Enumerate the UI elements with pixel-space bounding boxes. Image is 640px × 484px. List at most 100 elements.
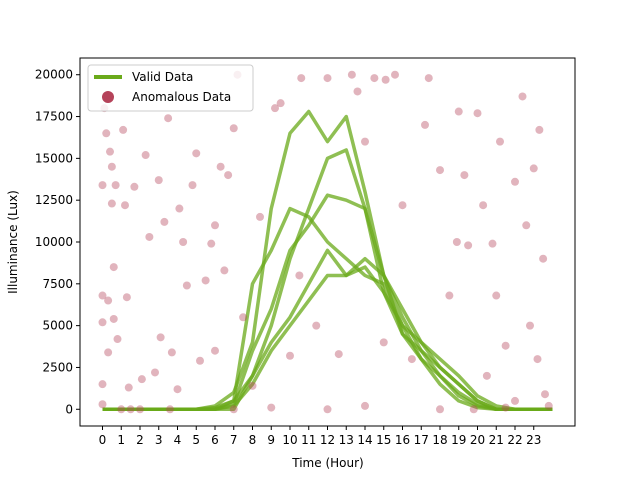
anomaly-point (229, 124, 238, 133)
anomaly-point (522, 221, 531, 230)
anomaly-point (166, 405, 174, 414)
anomaly-point (436, 405, 444, 414)
x-tick-label: 20 (470, 433, 485, 447)
x-tick-label: 17 (414, 433, 429, 447)
y-tick-label: 15000 (35, 151, 73, 165)
anomaly-point (192, 149, 201, 158)
anomaly-point (370, 74, 379, 83)
anomaly-point (511, 396, 519, 405)
anomaly-point (98, 380, 107, 389)
anomaly-point (229, 405, 238, 414)
anomaly-point (164, 114, 173, 123)
anomaly-point (154, 176, 163, 185)
anomaly-point (130, 182, 139, 191)
anomaly-point (529, 164, 538, 173)
anomaly-point (201, 276, 210, 285)
x-axis-label: Time (Hour) (291, 456, 363, 470)
plot-frame (79, 57, 576, 427)
anomaly-point (421, 120, 429, 129)
anomaly-point (216, 162, 225, 171)
anomaly-point (436, 166, 444, 175)
anomaly-point (407, 355, 416, 364)
y-tick-label: 20000 (35, 68, 73, 82)
anomaly-point (151, 368, 159, 377)
legend-label: Anomalous Data (132, 90, 231, 104)
anomaly-point (501, 403, 510, 412)
anomaly-point (297, 74, 306, 83)
anomaly-point (109, 314, 118, 323)
anomaly-point (518, 92, 527, 101)
anomaly-point (137, 375, 146, 384)
anomaly-point (119, 125, 128, 134)
anomaly-point (353, 87, 362, 96)
x-tick-label: 9 (267, 433, 275, 447)
anomaly-point (535, 125, 544, 134)
anomaly-point (136, 405, 144, 414)
anomaly-point (539, 254, 548, 263)
anomaly-point (98, 318, 107, 327)
anomaly-point (211, 221, 219, 230)
anomaly-point (98, 400, 107, 409)
y-tick-label: 12500 (35, 193, 73, 207)
anomaly-point (220, 266, 229, 275)
anomaly-point (496, 137, 504, 146)
x-tick-label: 0 (99, 433, 107, 447)
anomaly-point (469, 405, 478, 414)
valid-line (102, 109, 553, 412)
x-tick-label: 22 (507, 433, 522, 447)
anomaly-point (501, 341, 510, 350)
anomaly-point (334, 350, 343, 359)
anomaly-point (479, 201, 488, 210)
anomaly-point (211, 346, 219, 355)
anomaly-point (541, 390, 549, 399)
y-tick-label: 5000 (42, 319, 73, 333)
anomaly-point (533, 355, 542, 364)
anomaly-point (106, 147, 114, 156)
anomaly-point (156, 333, 165, 342)
anomaly-point (323, 74, 332, 83)
anomaly-point (323, 405, 332, 414)
x-tick-label: 6 (211, 433, 219, 447)
anomaly-point (121, 201, 129, 210)
anomaly-point (188, 181, 197, 190)
anomaly-point (239, 313, 248, 322)
x-tick-label: 10 (282, 433, 297, 447)
anomaly-point (175, 204, 184, 213)
anomaly-point (460, 171, 469, 180)
anomaly-point (224, 171, 233, 180)
anomaly-point (267, 403, 276, 412)
x-tick-label: 14 (357, 433, 372, 447)
anomaly-point (361, 401, 369, 410)
anomaly-point (492, 291, 501, 300)
y-tick-label: 2500 (42, 360, 73, 374)
anomaly-point (379, 338, 388, 347)
anomaly-point (544, 401, 553, 410)
anomaly-point (98, 181, 107, 190)
x-tick-label: 7 (230, 433, 238, 447)
x-tick-label: 13 (339, 433, 354, 447)
y-tick-label: 0 (65, 402, 73, 416)
legend-marker (102, 91, 114, 103)
anomaly-point (473, 109, 482, 118)
anomaly-point (488, 239, 497, 248)
anomaly-point (107, 162, 116, 171)
anomaly-point (482, 371, 491, 380)
anomaly-point (526, 321, 534, 330)
anomaly-point (391, 70, 399, 79)
x-tick-label: 18 (432, 433, 447, 447)
anomaly-point (361, 137, 369, 146)
anomaly-point (276, 99, 285, 108)
x-tick-label: 8 (249, 433, 257, 447)
anomaly-point (111, 181, 120, 190)
x-tick-label: 11 (301, 433, 316, 447)
anomaly-point (117, 405, 126, 414)
anomaly-point (347, 70, 356, 79)
x-tick-label: 4 (174, 433, 182, 447)
x-tick-label: 1 (117, 433, 125, 447)
y-tick-label: 7500 (42, 277, 73, 291)
anomaly-point (454, 107, 463, 116)
anomaly-point (464, 241, 473, 250)
anomaly-point (196, 356, 204, 365)
anomaly-point (109, 263, 118, 272)
